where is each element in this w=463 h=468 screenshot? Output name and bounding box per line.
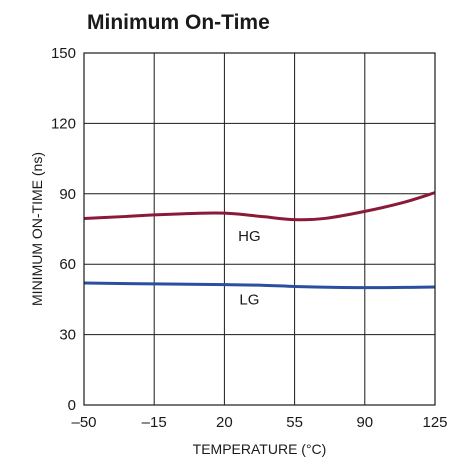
series-label-hg: HG — [238, 228, 261, 245]
y-tick-label: 90 — [59, 186, 76, 203]
ticks-layer: –50 –15 20 55 90 125 0 30 60 90 120 150 — [51, 45, 448, 431]
x-tick-label: 20 — [216, 414, 233, 431]
x-tick-label: –15 — [142, 414, 167, 431]
y-tick-label: 30 — [59, 327, 76, 344]
chart-title: Minimum On-Time — [87, 11, 270, 34]
x-tick-label: 55 — [286, 414, 303, 431]
y-tick-label: 120 — [51, 115, 76, 132]
series-label-lg: LG — [239, 291, 259, 308]
grid-layer — [84, 53, 435, 405]
y-axis-label: MINIMUM ON-TIME (ns) — [29, 152, 45, 306]
x-tick-label: 125 — [422, 414, 447, 431]
x-tick-label: 90 — [356, 414, 373, 431]
x-tick-label: –50 — [71, 414, 96, 431]
plot-frame — [83, 52, 436, 406]
series-line-hg — [83, 191, 436, 222]
y-tick-label: 150 — [51, 45, 76, 62]
y-tick-label: 0 — [68, 397, 76, 414]
x-axis-label: TEMPERATURE (°C) — [193, 441, 327, 457]
series-line-lg — [83, 281, 436, 290]
y-tick-label: 60 — [59, 256, 76, 273]
series-layer: HG LG — [83, 191, 436, 308]
